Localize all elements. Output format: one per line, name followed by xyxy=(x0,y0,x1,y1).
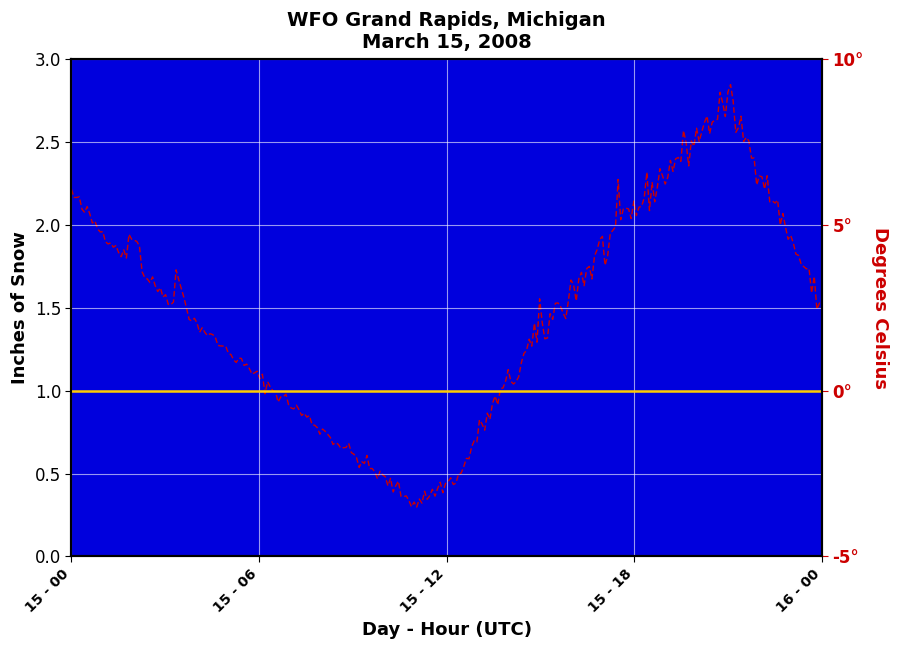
X-axis label: Day - Hour (UTC): Day - Hour (UTC) xyxy=(362,621,532,639)
Title: WFO Grand Rapids, Michigan
March 15, 2008: WFO Grand Rapids, Michigan March 15, 200… xyxy=(287,11,606,52)
Y-axis label: Inches of Snow: Inches of Snow xyxy=(11,231,29,384)
Y-axis label: Degrees Celsius: Degrees Celsius xyxy=(871,227,889,389)
